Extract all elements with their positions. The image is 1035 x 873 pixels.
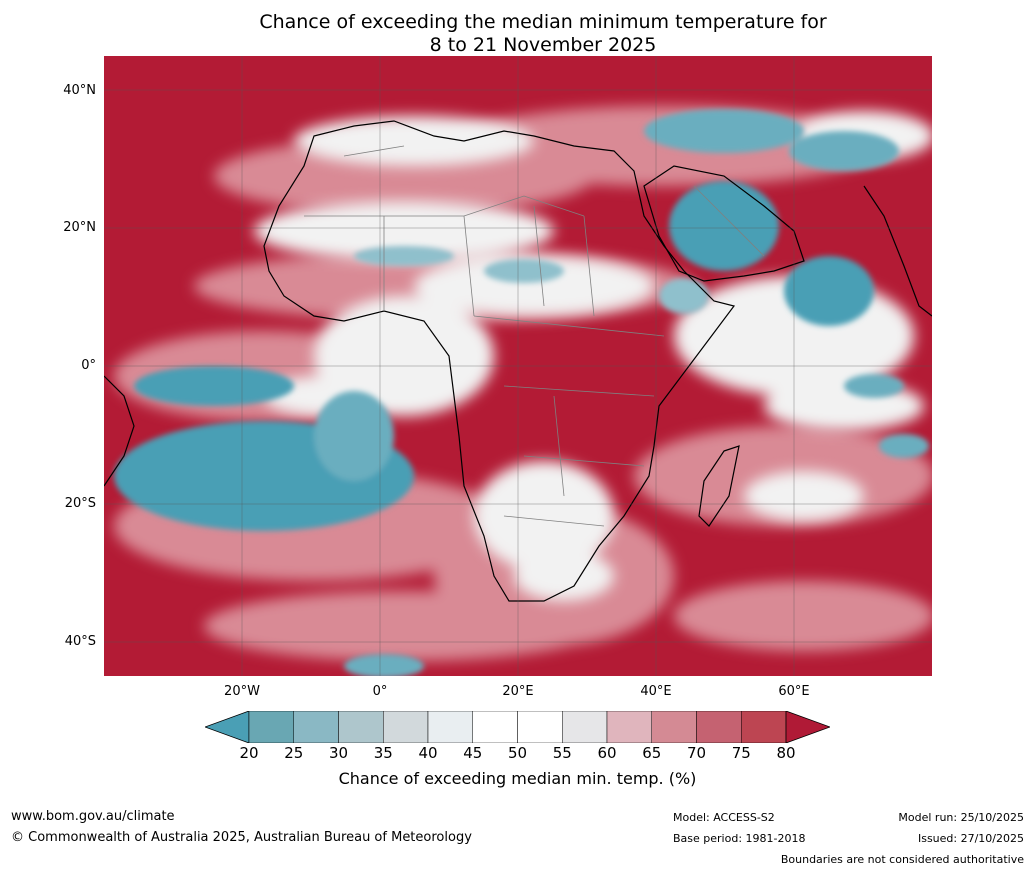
colorbar-tick-label: 75 xyxy=(731,744,751,762)
colorbar-segment xyxy=(696,711,742,743)
lat-label-20s: 20°S xyxy=(64,496,96,511)
forecast-map-canvas xyxy=(104,56,932,676)
colorbar-extend-high xyxy=(785,711,830,743)
colorbar-tick-label: 25 xyxy=(284,744,304,762)
model-run: Model run: 25/10/2025 xyxy=(898,811,1024,824)
colorbar-segment xyxy=(562,711,608,743)
graticule xyxy=(104,56,932,676)
colorbar-tick-label: 45 xyxy=(463,744,483,762)
issued-date: Issued: 27/10/2025 xyxy=(917,832,1024,845)
colorbar-segment xyxy=(293,711,339,743)
arabia-coastline xyxy=(643,165,805,282)
lon-label-20e: 20°E xyxy=(502,684,534,699)
colorbar-segment xyxy=(427,711,473,743)
colorbar-tick-label: 40 xyxy=(418,744,438,762)
colorbar-tick-label: 70 xyxy=(686,744,707,762)
colorbar-tick-label: 60 xyxy=(597,744,617,762)
model-info: Model: ACCESS-S2 xyxy=(673,811,775,824)
colorbar-tick-label: 35 xyxy=(373,744,393,762)
colorbar-label: Chance of exceeding median min. temp. (%… xyxy=(338,769,697,788)
colorbar-tick-label: 20 xyxy=(239,744,259,762)
map-title-line-1: Chance of exceeding the median minimum t… xyxy=(259,11,827,33)
madagascar-coastline xyxy=(698,445,740,527)
colorbar xyxy=(205,711,830,743)
lon-label-20w: 20°W xyxy=(224,684,260,699)
country-borders xyxy=(304,145,765,527)
colorbar-tick-label: 30 xyxy=(328,744,349,762)
colorbar-segment xyxy=(338,711,384,743)
lat-label-40s: 40°S xyxy=(64,634,96,649)
forecast-map xyxy=(104,56,932,676)
disclaimer: Boundaries are not considered authoritat… xyxy=(780,853,1024,866)
colorbar-segment xyxy=(383,711,429,743)
map-title-line-2: 8 to 21 November 2025 xyxy=(429,34,657,56)
copyright-text: © Commonwealth of Australia 2025, Austra… xyxy=(11,830,472,845)
coastlines xyxy=(104,120,932,602)
base-period: Base period: 1981-2018 xyxy=(673,832,806,845)
india-coastline xyxy=(863,185,932,317)
lat-label-40n: 40°N xyxy=(63,83,96,98)
colorbar-tick-label: 55 xyxy=(552,744,572,762)
colorbar-tick-label: 65 xyxy=(642,744,662,762)
africa-coastline xyxy=(263,120,736,602)
lat-label-equator: 0° xyxy=(81,358,96,373)
lat-label-20n: 20°N xyxy=(63,220,96,235)
colorbar-extend-low xyxy=(205,711,250,743)
colorbar-tick-label: 50 xyxy=(507,744,528,762)
colorbar-segment xyxy=(248,711,294,743)
website-link[interactable]: www.bom.gov.au/climate xyxy=(11,809,175,824)
lon-label-0: 0° xyxy=(372,684,388,699)
lon-label-60e: 60°E xyxy=(778,684,810,699)
south-america-coastline xyxy=(104,375,135,487)
colorbar-segment xyxy=(741,711,787,743)
colorbar-segment xyxy=(606,711,652,743)
colorbar-segment xyxy=(472,711,518,743)
colorbar-tick-label: 80 xyxy=(776,744,796,762)
colorbar-segment xyxy=(651,711,697,743)
lon-label-40e: 40°E xyxy=(640,684,672,699)
colorbar-segment xyxy=(517,711,563,743)
low-probability-areas xyxy=(114,109,929,676)
